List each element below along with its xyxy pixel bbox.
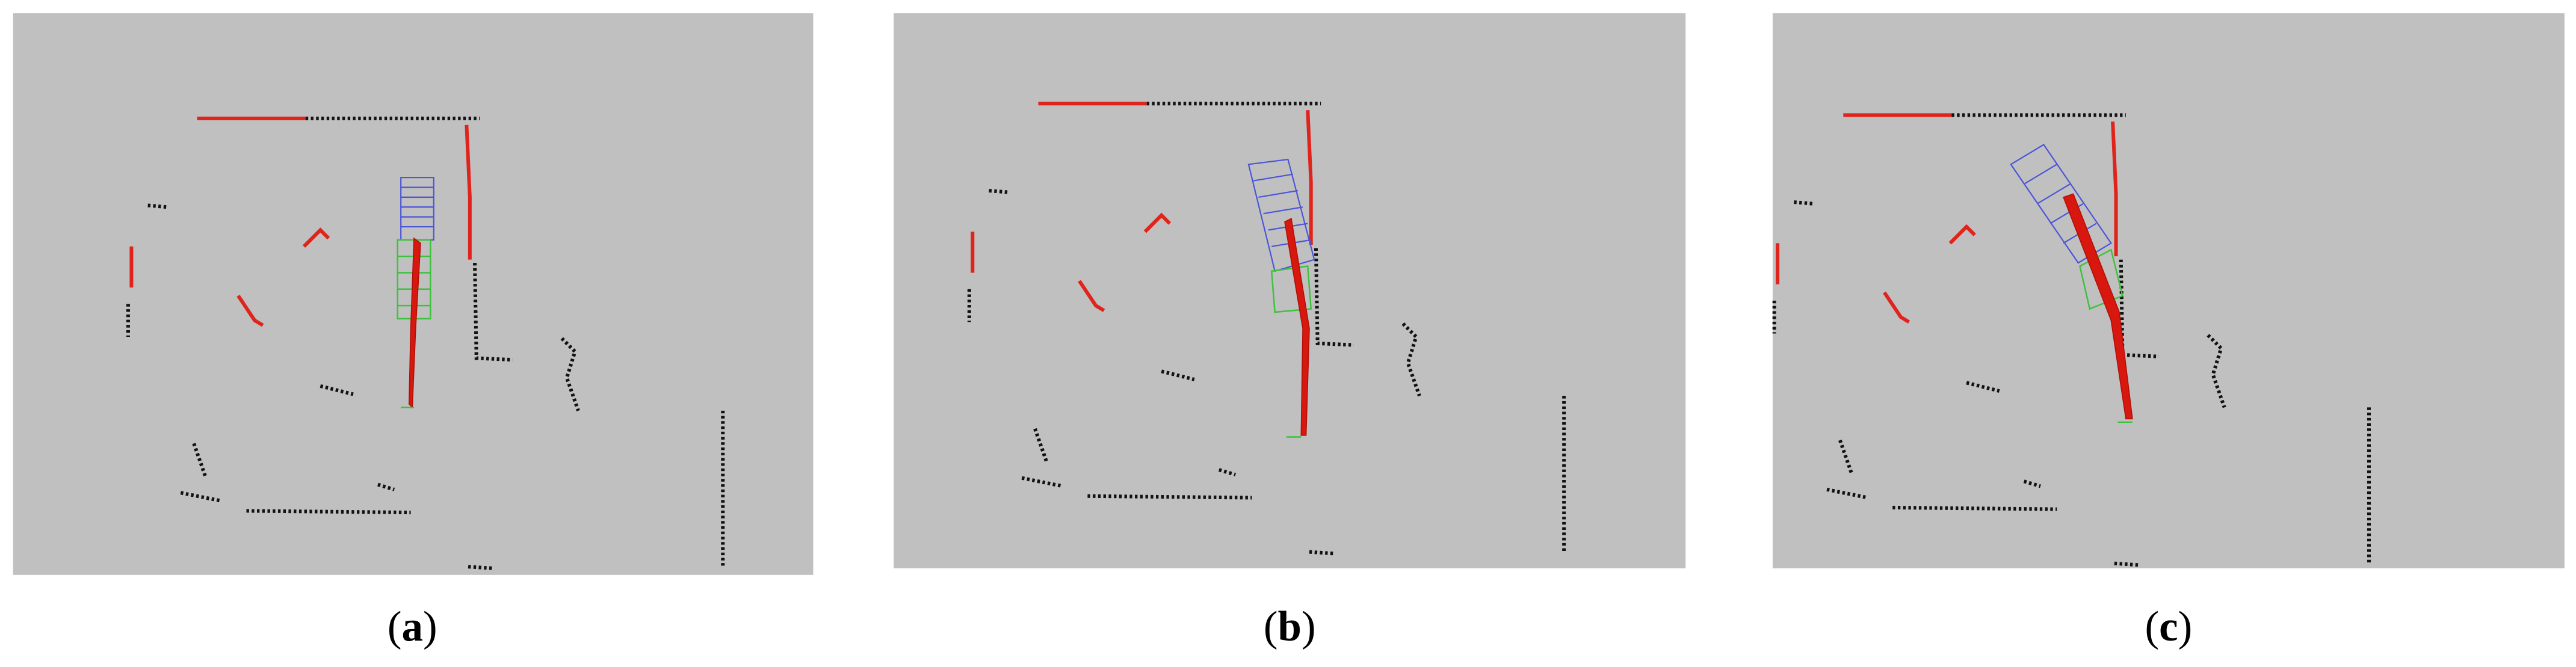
panel-label: (a) (388, 603, 437, 650)
footprints (1247, 158, 1315, 438)
panel-a: (a) (13, 13, 814, 650)
label-part: ) (1302, 603, 1316, 650)
footprints (397, 177, 434, 409)
label-part: c (2159, 603, 2178, 650)
map-background (894, 13, 1686, 568)
panel-c: (c) (1773, 13, 2565, 650)
map-background (1772, 13, 2565, 568)
label-part: a (402, 603, 423, 650)
label-part: ) (423, 603, 437, 650)
panel-b: (b) (894, 13, 1686, 650)
label-part: ) (2178, 603, 2193, 650)
panel-label: (c) (2145, 603, 2193, 650)
label-part: ( (1264, 603, 1278, 650)
label-part: ( (388, 603, 402, 650)
footprints (2010, 144, 2133, 423)
label-part: ( (2145, 603, 2160, 650)
label-part: b (1277, 603, 1301, 650)
panel-label: (b) (1264, 603, 1316, 650)
